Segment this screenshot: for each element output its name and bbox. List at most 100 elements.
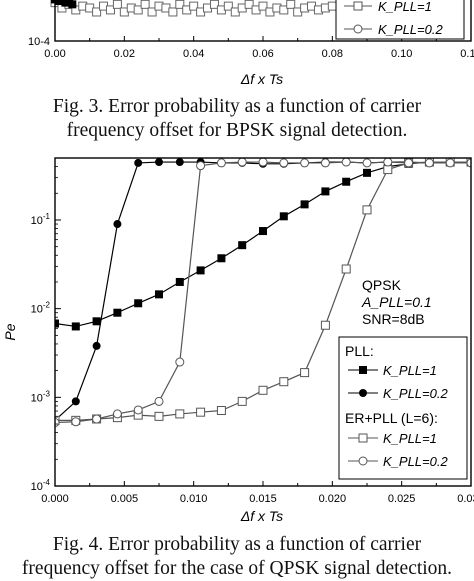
fig4-data-point-1: [71, 397, 80, 406]
fig4-data-point-3: [237, 158, 247, 167]
fig4-x-tick-label: 0.015: [249, 493, 277, 505]
fig4-data-point-1: [113, 220, 122, 229]
fig4-annotation-line2: A_PLL=0.1: [361, 294, 432, 310]
fig4-data-point-1: [155, 158, 163, 167]
fig4-data-point-2: [237, 396, 247, 406]
fig4-annotation: QPSK A_PLL=0.1 SNR=8dB: [361, 277, 432, 327]
fig4-data-point-3: [404, 158, 414, 168]
fig4-x-tick-label: 0.000: [41, 493, 69, 505]
fig4-data-point-3: [55, 418, 60, 428]
fig4-data-point-1: [175, 158, 184, 167]
fig4-series-area: [55, 158, 471, 428]
fig4-x-tick-label: 0.010: [180, 493, 208, 505]
fig4-legend-group1: PLL:: [345, 343, 374, 359]
fig4-legend-symbol-pll-kpll02: [348, 389, 378, 397]
fig4-x-tick-label: 0.005: [111, 493, 139, 505]
fig4-data-point-3: [71, 417, 81, 427]
fig3-data-point: [258, 1, 268, 11]
fig4-data-point-0: [113, 308, 122, 317]
fig3-data-point: [68, 0, 77, 9]
fig4-data-point-2: [300, 368, 310, 378]
fig3-data-point: [209, 0, 219, 9]
fig3-x-ticks: 0.00 0.02 0.04 0.06 0.08 0.10 0.12: [44, 36, 474, 60]
fig4-data-point-2: [341, 264, 351, 274]
fig4-x-tick-label: 0.020: [319, 493, 347, 505]
fig4-data-point-2: [320, 320, 330, 330]
fig3-data-point: [223, 1, 233, 11]
fig4-legend-symbol-pll-kpll1: [348, 366, 378, 374]
fig4-data-point-3: [92, 414, 102, 424]
fig4-data-point-3: [341, 158, 351, 167]
fig3-chart: 0.00 0.02 0.04 0.06 0.08 0.10 0.12 10-4 Δf x T…: [28, 0, 474, 87]
fig4-data-point-3: [466, 158, 471, 168]
fig4-data-point-2: [258, 385, 268, 395]
fig3-legend-label-kpll1: K_PLL=1: [378, 0, 432, 14]
fig4-legend-label-er-kpll02: K_PLL=0.2: [383, 454, 448, 469]
fig4-data-point-3: [154, 396, 164, 406]
fig4-legend-label-er-kpll1: K_PLL=1: [383, 431, 437, 446]
fig3-data-point: [112, 0, 122, 9]
fig3-legend: K_PLL=1 K_PLL=0.2: [335, 0, 465, 40]
fig4-data-point-3: [300, 158, 310, 168]
fig4-caption-line1: Fig. 4. Error probability as a function …: [52, 534, 422, 555]
fig4-data-point-0: [279, 212, 288, 221]
fig4-y-ticks: 10-4 10-3 10-2 10-1: [31, 157, 61, 493]
fig4-data-point-3: [279, 158, 289, 168]
fig3-data-point: [168, 7, 178, 17]
fig3-data-point: [279, 5, 289, 15]
fig4-data-point-0: [71, 322, 80, 331]
fig4-data-point-0: [134, 299, 143, 308]
fig4-data-point-0: [217, 254, 226, 263]
fig3-x-tick-label: 0.04: [183, 48, 204, 60]
fig4-y-axis-label: Pe: [2, 323, 18, 340]
fig3-data-point: [175, 0, 185, 9]
fig4-legend-group2: ER+PLL (L=6):: [345, 410, 438, 426]
fig3-x-tick-label: 0.00: [44, 48, 65, 60]
fig4-legend-symbol-er-kpll02: [348, 456, 378, 466]
fig4-x-ticks: 0.000 0.005 0.010 0.015 0.020 0.025 0.030: [41, 481, 474, 505]
fig4-legend-box: [338, 336, 468, 480]
fig4-legend-symbol-er-kpll1: [348, 433, 378, 443]
fig4-data-point-3: [175, 357, 185, 367]
fig3-legend-symbol-kpll02: [344, 24, 372, 34]
fig4-data-point-2: [175, 409, 185, 419]
fig4-data-point-3: [320, 158, 330, 168]
fig4-series-group: [55, 158, 471, 428]
fig4-data-point-0: [363, 168, 371, 177]
fig4-data-point-0: [238, 241, 247, 250]
fig4-caption-line2: frequency offset for the case of QPSK si…: [21, 558, 453, 579]
fig4-data-point-2: [154, 411, 164, 421]
fig4-legend-label-pll-kpll1: K_PLL=1: [383, 363, 437, 378]
fig4-data-point-0: [300, 200, 309, 209]
fig4-data-point-2: [383, 165, 393, 175]
fig4-x-tick-label: 0.030: [457, 493, 474, 505]
fig4-chart: 0.000 0.005 0.010 0.015 0.020 0.025 0.030 10-4…: [2, 157, 474, 524]
fig4-data-point-2: [216, 406, 226, 416]
fig4-data-point-0: [196, 266, 205, 275]
fig4-data-point-3: [216, 158, 226, 168]
fig3-plot-area: [50, 0, 337, 17]
fig3-caption-line1: Fig. 3. Error probability as a function …: [52, 96, 422, 117]
fig3-x-tick-label: 0.12: [460, 48, 474, 60]
fig3-data-point: [133, 5, 143, 15]
fig4-data-point-3: [445, 158, 455, 168]
fig4-data-point-0: [175, 277, 184, 286]
fig4-data-point-0: [55, 319, 59, 328]
fig4-data-point-3: [424, 158, 434, 168]
fig4-data-point-0: [259, 227, 267, 236]
fig3-x-tick-label: 0.02: [114, 48, 135, 60]
fig4-y-tick-label: 10-4: [31, 478, 51, 493]
fig4-data-point-1: [92, 341, 101, 350]
fig4-annotation-line1: QPSK: [362, 277, 402, 293]
fig3-caption-line2: frequency offset for BPSK signal detecti…: [66, 120, 408, 141]
fig4-data-point-0: [321, 187, 330, 196]
fig4-x-axis-label: Δf x Ts: [240, 508, 283, 524]
fig3-x-axis-label: Δf x Ts: [240, 71, 283, 87]
fig4-data-point-3: [258, 158, 268, 167]
fig3-legend-label-kpll02: K_PLL=0.2: [378, 22, 443, 37]
fig3-data-point: [189, 1, 199, 11]
fig4-data-point-3: [383, 158, 393, 167]
fig4-y-tick-label: 10-2: [31, 301, 51, 316]
fig3-legend-symbol-kpll1: [344, 1, 372, 11]
